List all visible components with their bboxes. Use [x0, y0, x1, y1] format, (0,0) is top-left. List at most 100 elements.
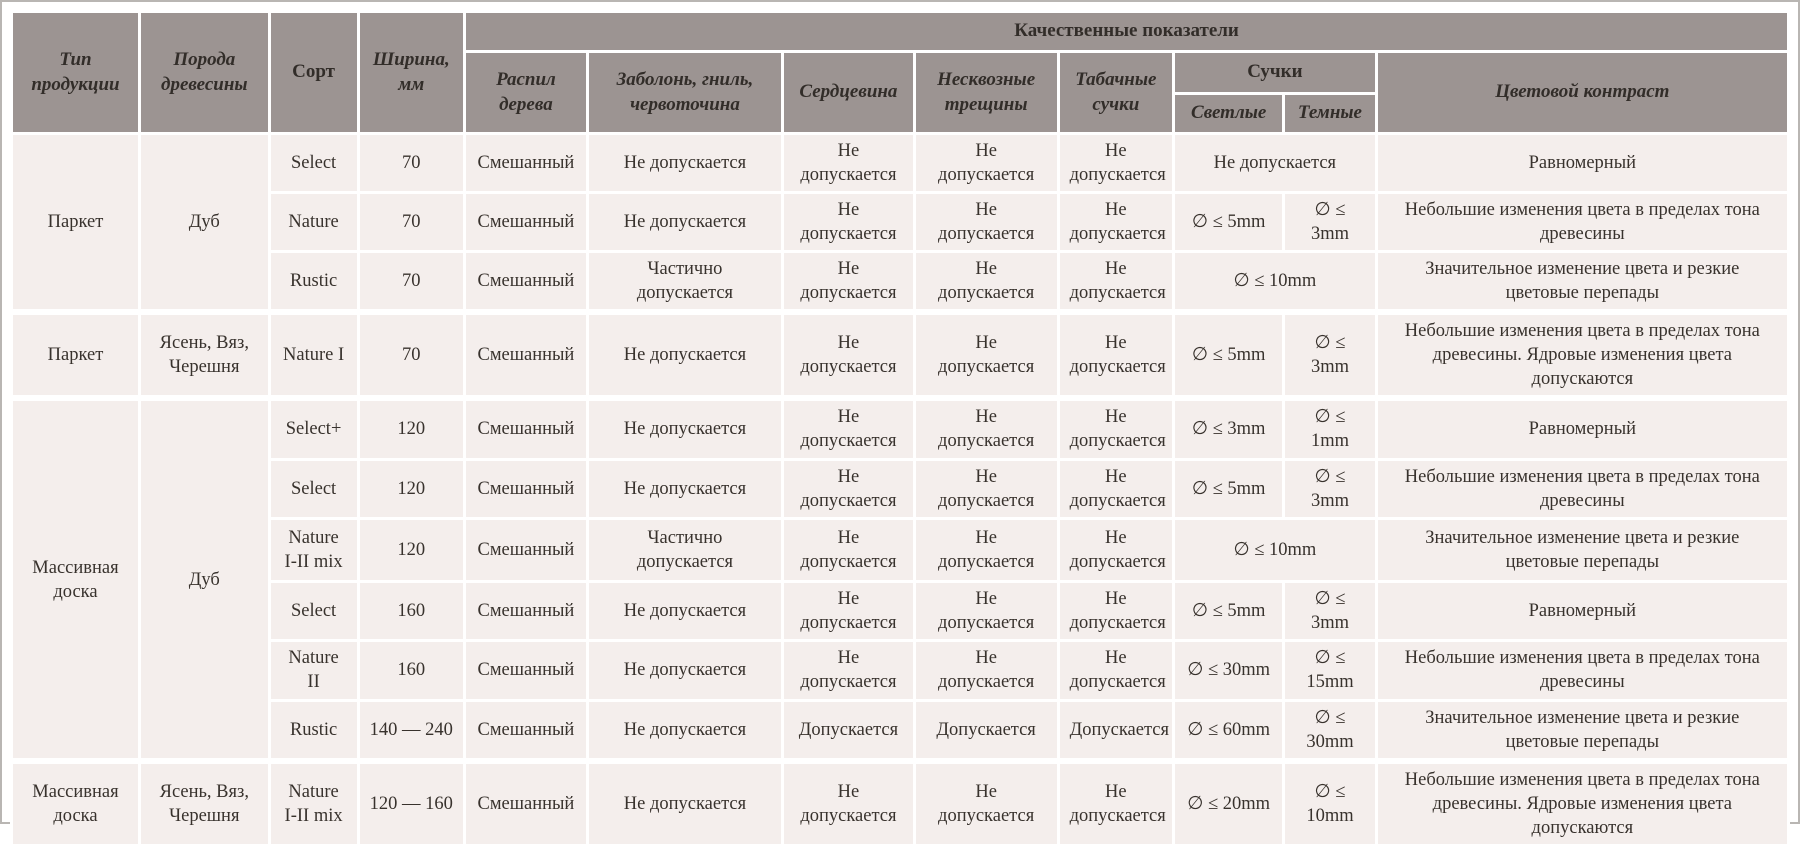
table-row: Массивная доска Дуб Select+ 120 Смешанны… [10, 395, 1791, 763]
cell-contrast: Равномерный [1374, 579, 1791, 642]
col-header-sapwood: Заболонь, гниль, червоточина [585, 50, 785, 135]
cell-cracks: Не допускается [912, 191, 1060, 254]
cell-contrast: Небольшие изменения цвета в пределах тон… [1374, 191, 1791, 254]
cell-tobacco: Не допускается [1056, 309, 1176, 400]
cell-cut: Смешанный [463, 579, 589, 642]
cell-tobacco: Не допускается [1056, 457, 1176, 520]
cell-species: Дуб [137, 395, 271, 763]
cell-contrast: Значительное изменение цвета и резкие цв… [1374, 516, 1791, 583]
cell-grade: Select [267, 579, 360, 642]
cell-heartwood: Не допускается [781, 191, 916, 254]
cell-knots-dark: ∅ ≤ 3mm [1282, 191, 1378, 254]
col-header-grade: Сорт [267, 10, 360, 135]
cell-knots-light: ∅ ≤ 20mm [1172, 757, 1286, 847]
cell-heartwood: Не допускается [781, 579, 916, 642]
cell-tobacco: Не допускается [1056, 638, 1176, 702]
cell-sapwood: Не допускается [585, 457, 785, 520]
cell-knots-merged: ∅ ≤ 10mm [1172, 250, 1378, 314]
cell-heartwood: Не допускается [781, 516, 916, 583]
cell-cracks: Не допускается [912, 457, 1060, 520]
col-header-species: Порода древесины [137, 10, 271, 135]
cell-tobacco: Не допускается [1056, 757, 1176, 847]
cell-knots-light: ∅ ≤ 30mm [1172, 638, 1286, 702]
cell-heartwood: Не допускается [781, 638, 916, 702]
cell-contrast: Небольшие изменения цвета в пределах тон… [1374, 309, 1791, 400]
col-header-cracks: Несквозные трещины [912, 50, 1060, 135]
cell-grade: Nature II [267, 638, 360, 702]
cell-sapwood: Не допускается [585, 757, 785, 847]
cell-product-type: Массивная доска [10, 757, 141, 847]
cell-tobacco: Не допускается [1056, 131, 1176, 195]
cell-width: 120 [356, 516, 467, 583]
cell-knots-dark: ∅ ≤ 3mm [1282, 457, 1378, 520]
cell-heartwood: Не допускается [781, 309, 916, 400]
cell-cut: Смешанный [463, 395, 589, 461]
cell-grade: Rustic [267, 698, 360, 763]
table-row: Rustic 140 — 240 Смешанный Не допускаетс… [12, 698, 1791, 763]
cell-heartwood: Не допускается [781, 131, 916, 195]
cell-cracks: Не допускается [912, 757, 1060, 847]
table-row: Паркет Ясень, Вяз, Черешня Nature I 70 С… [10, 309, 1791, 400]
cell-cut: Смешанный [463, 457, 589, 520]
cell-tobacco: Не допускается [1056, 579, 1176, 642]
cell-knots-light: ∅ ≤ 5mm [1172, 579, 1286, 642]
cell-cracks: Не допускается [912, 250, 1060, 314]
table-row: Nature I-II mix 120 Смешанный Частично д… [12, 516, 1791, 583]
cell-cracks: Не допускается [912, 638, 1060, 702]
header-row-1: Тип продукции Порода древесины Сорт Шири… [10, 10, 1790, 135]
cell-knots-dark: ∅ ≤ 30mm [1282, 698, 1378, 763]
cell-knots-dark: ∅ ≤ 15mm [1282, 638, 1378, 702]
cell-knots-light: ∅ ≤ 5mm [1172, 191, 1286, 254]
cell-product-type: Паркет [10, 309, 141, 400]
cell-width: 70 [356, 131, 467, 195]
col-header-knots-light: Светлые [1172, 92, 1286, 135]
cell-width: 120 [356, 395, 467, 461]
cell-grade: Select [267, 457, 360, 520]
cell-cut: Смешанный [463, 309, 589, 400]
table-row: Rustic 70 Смешанный Частично допускается… [12, 250, 1791, 314]
cell-knots-light: ∅ ≤ 3mm [1172, 395, 1286, 461]
cell-width: 70 [356, 191, 467, 254]
cell-contrast: Небольшие изменения цвета в пределах тон… [1374, 757, 1791, 847]
cell-tobacco: Не допускается [1056, 250, 1176, 314]
cell-knots-dark: ∅ ≤ 3mm [1282, 309, 1378, 400]
cell-tobacco: Не допускается [1056, 395, 1176, 461]
cell-sapwood: Не допускается [585, 131, 785, 195]
cell-sapwood: Не допускается [585, 638, 785, 702]
cell-cut: Смешанный [463, 250, 589, 314]
cell-width: 120 — 160 [356, 757, 467, 847]
cell-width: 120 [356, 457, 467, 520]
cell-cut: Смешанный [463, 757, 589, 847]
col-header-tobacco: Табачные сучки [1056, 50, 1176, 135]
table-row: Select 120 Смешанный Не допускается Не д… [12, 457, 1791, 520]
cell-sapwood: Не допускается [585, 191, 785, 254]
cell-cut: Смешанный [463, 131, 589, 195]
cell-cracks: Не допускается [912, 516, 1060, 583]
cell-sapwood: Не допускается [585, 395, 785, 461]
cell-grade: Rustic [267, 250, 360, 314]
col-group-quality: Качественные показатели [463, 10, 1790, 53]
cell-cracks: Не допускается [912, 309, 1060, 400]
cell-heartwood: Не допускается [781, 457, 916, 520]
table-row: Nature 70 Смешанный Не допускается Не до… [12, 191, 1791, 254]
cell-knots-dark: ∅ ≤ 10mm [1282, 757, 1378, 847]
cell-knots-light: ∅ ≤ 60mm [1172, 698, 1286, 763]
col-header-product-type: Тип продукции [10, 10, 141, 135]
cell-heartwood: Не допускается [781, 250, 916, 314]
cell-cut: Смешанный [463, 698, 589, 763]
cell-tobacco: Не допускается [1056, 191, 1176, 254]
cell-heartwood: Допускается [781, 698, 916, 763]
cell-product-type: Паркет [10, 132, 141, 314]
cell-heartwood: Не допускается [781, 395, 916, 461]
cell-tobacco: Не допускается [1056, 516, 1176, 583]
cell-sapwood: Не допускается [585, 309, 785, 400]
cell-knots-light: ∅ ≤ 5mm [1172, 309, 1286, 400]
cell-knots-dark: ∅ ≤ 3mm [1282, 579, 1378, 642]
header-row-2: Распил дерева Заболонь, гниль, червоточи… [12, 50, 1791, 135]
cell-contrast: Значительное изменение цвета и резкие цв… [1374, 698, 1791, 763]
cell-cracks: Не допускается [912, 131, 1060, 195]
col-header-contrast: Цветовой контраст [1374, 50, 1791, 135]
cell-cut: Смешанный [463, 638, 589, 702]
col-header-cut: Распил дерева [463, 50, 589, 135]
